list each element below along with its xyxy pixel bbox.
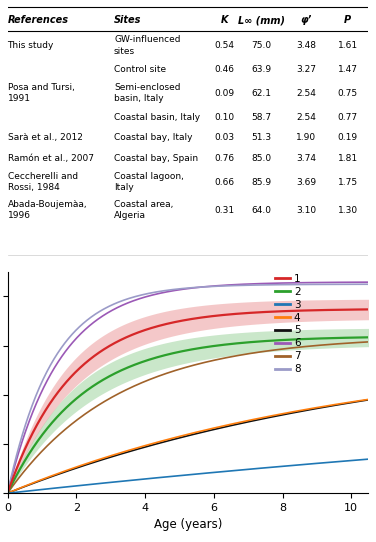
Text: 3.69: 3.69 xyxy=(296,178,316,187)
Text: 2.54: 2.54 xyxy=(296,89,316,98)
Text: Sarà et al., 2012: Sarà et al., 2012 xyxy=(8,133,82,143)
Text: Ramón et al., 2007: Ramón et al., 2007 xyxy=(8,153,94,163)
Text: 63.9: 63.9 xyxy=(251,64,271,74)
Text: Coastal area,
Algeria: Coastal area, Algeria xyxy=(114,201,173,221)
Text: 0.09: 0.09 xyxy=(214,89,234,98)
Text: 1.81: 1.81 xyxy=(338,153,358,163)
X-axis label: Age (years): Age (years) xyxy=(154,519,222,532)
Text: L∞ (mm): L∞ (mm) xyxy=(238,15,285,25)
Text: Sites: Sites xyxy=(114,15,141,25)
Text: 51.3: 51.3 xyxy=(251,133,271,143)
Text: P: P xyxy=(344,15,351,25)
Text: GW-influenced
sites: GW-influenced sites xyxy=(114,35,180,56)
Text: Coastal bay, Italy: Coastal bay, Italy xyxy=(114,133,193,143)
Legend: 1, 2, 3, 4, 5, 6, 7, 8: 1, 2, 3, 4, 5, 6, 7, 8 xyxy=(271,270,305,378)
Text: References: References xyxy=(8,15,68,25)
Text: 3.10: 3.10 xyxy=(296,206,316,215)
Text: 3.48: 3.48 xyxy=(296,41,316,50)
Text: 85.0: 85.0 xyxy=(251,153,271,163)
Text: 1.75: 1.75 xyxy=(338,178,358,187)
Text: 1.90: 1.90 xyxy=(296,133,316,143)
Text: 64.0: 64.0 xyxy=(251,206,271,215)
Text: Abada-Boujemàa,
1996: Abada-Boujemàa, 1996 xyxy=(8,201,87,221)
Text: Semi-enclosed
basin, Italy: Semi-enclosed basin, Italy xyxy=(114,83,180,104)
Text: 75.0: 75.0 xyxy=(251,41,271,50)
Text: 3.27: 3.27 xyxy=(296,64,316,74)
Text: 1.61: 1.61 xyxy=(338,41,358,50)
Text: Coastal basin, Italy: Coastal basin, Italy xyxy=(114,113,200,122)
Text: 62.1: 62.1 xyxy=(251,89,271,98)
Text: 0.76: 0.76 xyxy=(214,153,234,163)
Text: 0.31: 0.31 xyxy=(214,206,234,215)
Text: This study: This study xyxy=(8,41,54,50)
Text: Posa and Tursi,
1991: Posa and Tursi, 1991 xyxy=(8,83,74,104)
Text: Coastal bay, Spain: Coastal bay, Spain xyxy=(114,153,198,163)
Text: 0.54: 0.54 xyxy=(214,41,234,50)
Text: Control site: Control site xyxy=(114,64,166,74)
Text: 85.9: 85.9 xyxy=(251,178,271,187)
Text: 0.66: 0.66 xyxy=(214,178,234,187)
Text: 0.03: 0.03 xyxy=(214,133,234,143)
Text: 3.74: 3.74 xyxy=(296,153,316,163)
Text: 0.19: 0.19 xyxy=(338,133,358,143)
Text: 0.46: 0.46 xyxy=(214,64,234,74)
Text: Coastal lagoon,
Italy: Coastal lagoon, Italy xyxy=(114,172,184,192)
Text: Ceccherelli and
Rossi, 1984: Ceccherelli and Rossi, 1984 xyxy=(8,172,78,192)
Text: 0.75: 0.75 xyxy=(338,89,358,98)
Text: 1.47: 1.47 xyxy=(338,64,358,74)
Text: 58.7: 58.7 xyxy=(251,113,271,122)
Text: 0.77: 0.77 xyxy=(338,113,358,122)
Text: 0.10: 0.10 xyxy=(214,113,234,122)
Text: 1.30: 1.30 xyxy=(338,206,358,215)
Text: 2.54: 2.54 xyxy=(296,113,316,122)
Text: φ’: φ’ xyxy=(300,15,312,25)
Text: K: K xyxy=(220,15,228,25)
